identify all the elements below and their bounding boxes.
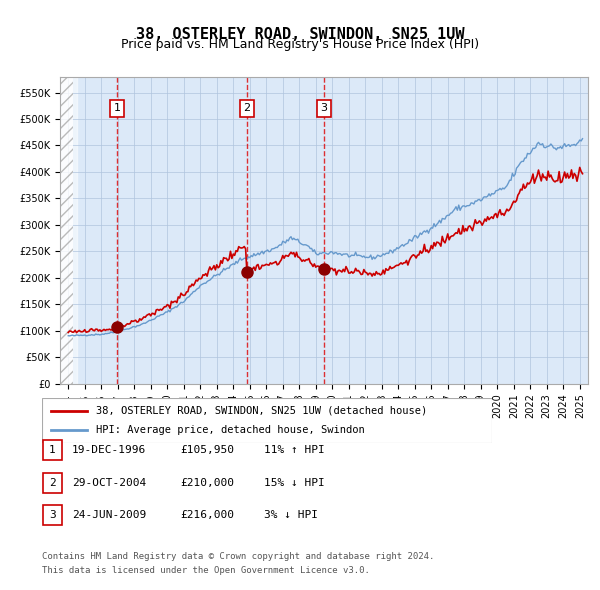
FancyBboxPatch shape	[43, 473, 62, 493]
Text: Price paid vs. HM Land Registry's House Price Index (HPI): Price paid vs. HM Land Registry's House …	[121, 38, 479, 51]
Text: 11% ↑ HPI: 11% ↑ HPI	[264, 445, 325, 455]
Text: £216,000: £216,000	[180, 510, 234, 520]
Text: 29-OCT-2004: 29-OCT-2004	[72, 478, 146, 487]
Text: 2: 2	[244, 103, 251, 113]
Text: 2: 2	[49, 478, 56, 487]
Bar	[60, 77, 77, 384]
Text: 38, OSTERLEY ROAD, SWINDON, SN25 1UW (detached house): 38, OSTERLEY ROAD, SWINDON, SN25 1UW (de…	[96, 406, 427, 415]
Text: 1: 1	[49, 445, 56, 455]
FancyBboxPatch shape	[42, 398, 492, 442]
Text: £105,950: £105,950	[180, 445, 234, 455]
Text: 38, OSTERLEY ROAD, SWINDON, SN25 1UW: 38, OSTERLEY ROAD, SWINDON, SN25 1UW	[136, 27, 464, 41]
Text: 3% ↓ HPI: 3% ↓ HPI	[264, 510, 318, 520]
Text: £210,000: £210,000	[180, 478, 234, 487]
Text: 3: 3	[320, 103, 327, 113]
Text: 24-JUN-2009: 24-JUN-2009	[72, 510, 146, 520]
Text: HPI: Average price, detached house, Swindon: HPI: Average price, detached house, Swin…	[96, 425, 365, 435]
FancyBboxPatch shape	[43, 505, 62, 525]
FancyBboxPatch shape	[43, 440, 62, 460]
Text: 15% ↓ HPI: 15% ↓ HPI	[264, 478, 325, 487]
Text: 3: 3	[49, 510, 56, 520]
Text: This data is licensed under the Open Government Licence v3.0.: This data is licensed under the Open Gov…	[42, 566, 370, 575]
Text: Contains HM Land Registry data © Crown copyright and database right 2024.: Contains HM Land Registry data © Crown c…	[42, 552, 434, 560]
Text: 1: 1	[114, 103, 121, 113]
Text: 19-DEC-1996: 19-DEC-1996	[72, 445, 146, 455]
